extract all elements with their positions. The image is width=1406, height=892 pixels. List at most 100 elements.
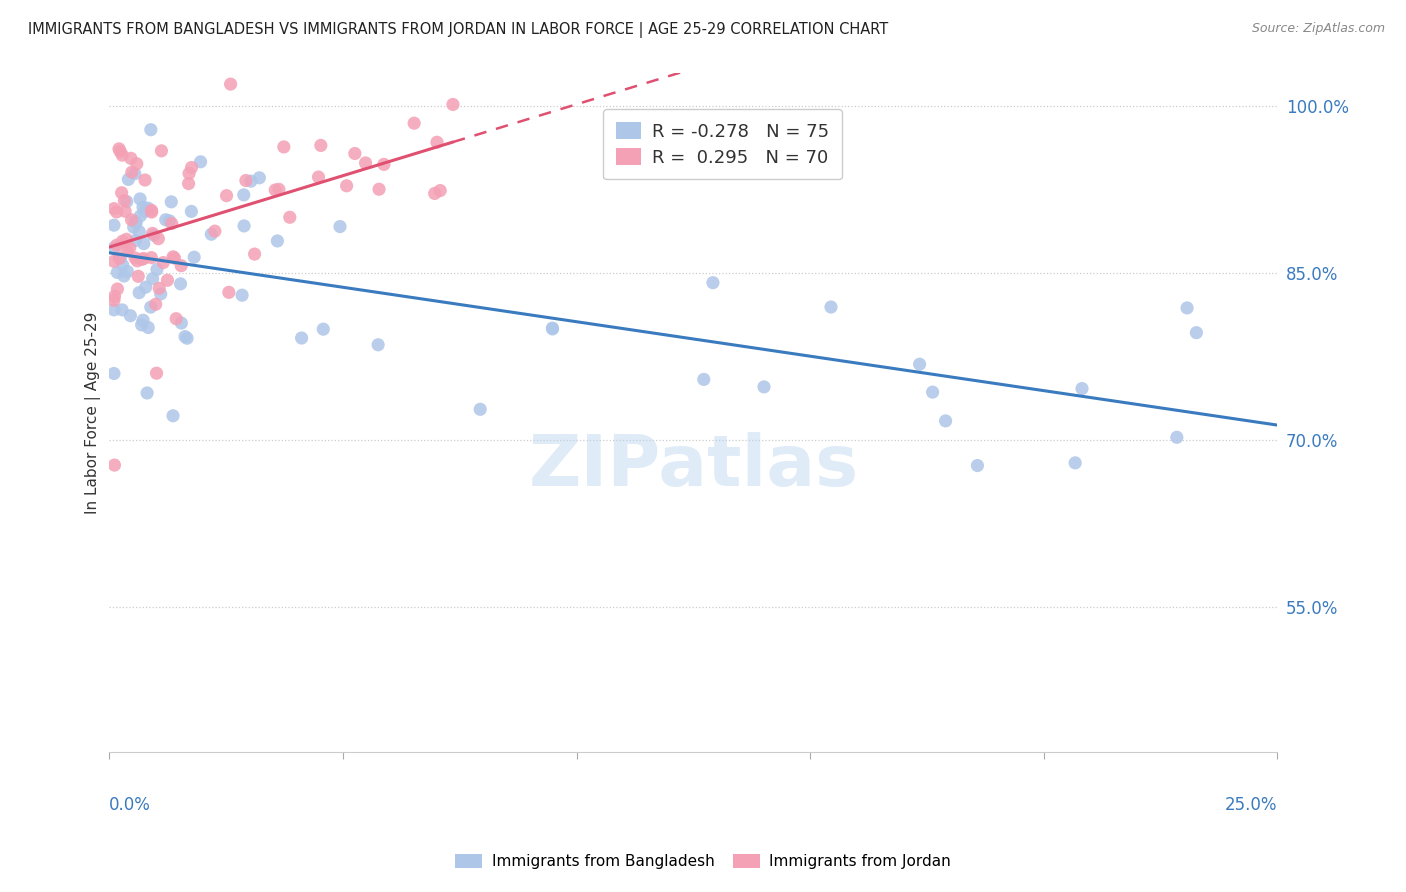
- Point: [132, 313, 155, 327]
- Point: [423, 186, 446, 201]
- Point: [1071, 382, 1094, 396]
- Point: [183, 250, 205, 264]
- Point: [103, 293, 125, 308]
- Point: [128, 225, 150, 239]
- Point: [174, 329, 197, 343]
- Point: [103, 202, 125, 216]
- Point: [149, 287, 172, 301]
- Y-axis label: In Labor Force | Age 25-29: In Labor Force | Age 25-29: [86, 311, 101, 514]
- Point: [115, 194, 138, 209]
- Point: [111, 148, 134, 162]
- Point: [264, 183, 287, 197]
- Point: [177, 166, 200, 180]
- Point: [908, 357, 931, 371]
- Point: [219, 77, 242, 91]
- Point: [129, 192, 152, 206]
- Point: [120, 152, 142, 166]
- Point: [541, 321, 564, 335]
- Point: [120, 309, 142, 323]
- Point: [121, 165, 143, 179]
- Text: 0.0%: 0.0%: [110, 796, 152, 814]
- Text: IMMIGRANTS FROM BANGLADESH VS IMMIGRANTS FROM JORDAN IN LABOR FORCE | AGE 25-29 : IMMIGRANTS FROM BANGLADESH VS IMMIGRANTS…: [28, 22, 889, 38]
- Point: [121, 212, 143, 227]
- Point: [105, 238, 128, 252]
- Legend: R = -0.278   N = 75, R =  0.295   N = 70: R = -0.278 N = 75, R = 0.295 N = 70: [603, 109, 842, 179]
- Point: [135, 280, 157, 294]
- Point: [1175, 301, 1198, 315]
- Point: [115, 244, 138, 258]
- Point: [235, 173, 257, 187]
- Point: [155, 212, 177, 227]
- Point: [111, 258, 134, 272]
- Point: [115, 232, 138, 246]
- Point: [180, 204, 202, 219]
- Text: 25.0%: 25.0%: [1225, 796, 1278, 814]
- Point: [108, 142, 131, 156]
- Point: [239, 174, 262, 188]
- Point: [132, 200, 155, 214]
- Point: [111, 186, 134, 200]
- Point: [368, 182, 391, 196]
- Point: [1166, 430, 1188, 444]
- Point: [160, 194, 183, 209]
- Point: [110, 251, 132, 265]
- Point: [752, 380, 775, 394]
- Point: [170, 259, 193, 273]
- Point: [114, 204, 136, 219]
- Point: [177, 177, 200, 191]
- Legend: Immigrants from Bangladesh, Immigrants from Jordan: Immigrants from Bangladesh, Immigrants f…: [449, 847, 957, 875]
- Point: [111, 302, 134, 317]
- Point: [136, 320, 159, 334]
- Point: [127, 253, 149, 268]
- Point: [125, 157, 148, 171]
- Point: [132, 252, 155, 266]
- Point: [127, 269, 149, 284]
- Point: [343, 146, 366, 161]
- Point: [541, 322, 564, 336]
- Point: [309, 138, 332, 153]
- Point: [124, 214, 146, 228]
- Point: [329, 219, 352, 234]
- Point: [134, 204, 156, 219]
- Point: [312, 322, 335, 336]
- Point: [162, 250, 184, 264]
- Point: [966, 458, 988, 473]
- Point: [136, 386, 159, 401]
- Point: [190, 154, 212, 169]
- Point: [103, 367, 125, 381]
- Text: Source: ZipAtlas.com: Source: ZipAtlas.com: [1251, 22, 1385, 36]
- Point: [103, 289, 125, 303]
- Point: [111, 234, 134, 248]
- Point: [233, 219, 256, 233]
- Point: [278, 211, 301, 225]
- Point: [470, 402, 492, 417]
- Point: [131, 252, 153, 267]
- Point: [141, 227, 163, 241]
- Point: [176, 331, 198, 345]
- Point: [132, 236, 155, 251]
- Point: [145, 297, 167, 311]
- Point: [165, 311, 187, 326]
- Point: [169, 277, 191, 291]
- Point: [141, 251, 163, 265]
- Point: [125, 216, 148, 230]
- Point: [429, 184, 451, 198]
- Point: [921, 385, 943, 400]
- Point: [367, 338, 389, 352]
- Point: [291, 331, 314, 345]
- Point: [112, 268, 135, 283]
- Point: [118, 241, 141, 255]
- Point: [139, 122, 162, 136]
- Point: [150, 144, 173, 158]
- Point: [218, 285, 240, 300]
- Point: [148, 232, 170, 246]
- Point: [156, 273, 179, 287]
- Point: [107, 282, 129, 296]
- Point: [145, 366, 167, 380]
- Point: [232, 187, 254, 202]
- Point: [231, 288, 253, 302]
- Point: [243, 247, 266, 261]
- Point: [148, 281, 170, 295]
- Point: [308, 169, 330, 184]
- Point: [426, 135, 449, 149]
